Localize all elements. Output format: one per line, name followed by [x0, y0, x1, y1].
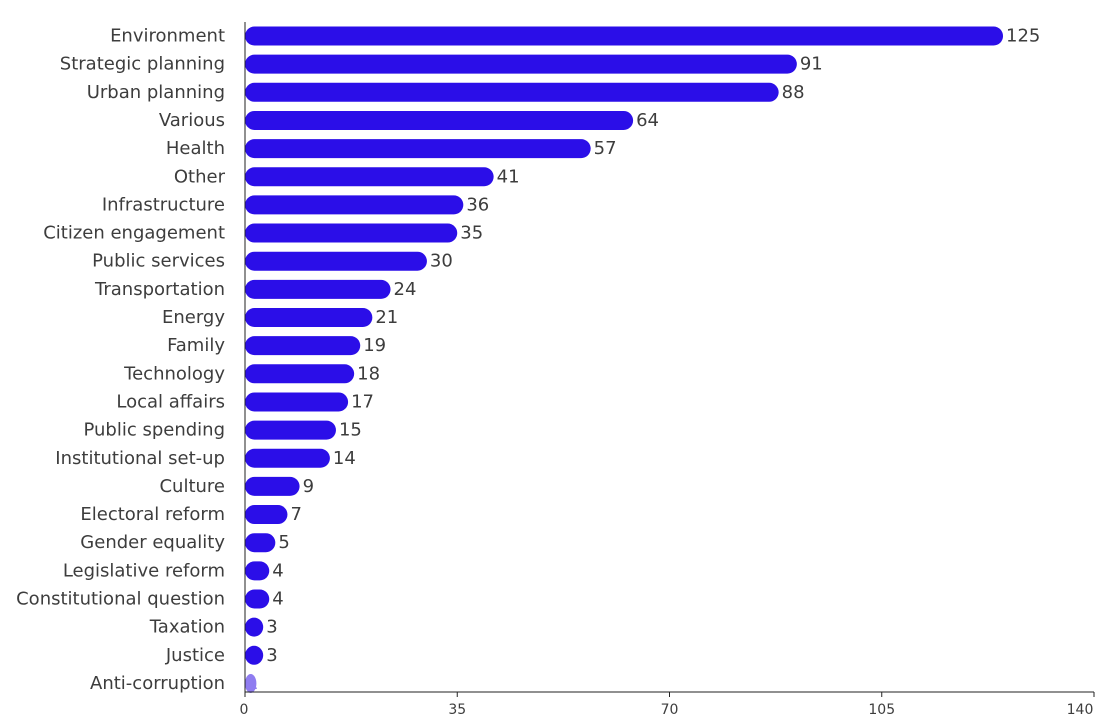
value-label: 18	[357, 363, 380, 384]
value-label: 125	[1006, 26, 1040, 47]
category-label: Public spending	[83, 420, 225, 441]
value-label: 14	[333, 448, 356, 469]
bar-gender-equality	[245, 533, 276, 553]
x-tick-label: 140	[1067, 702, 1094, 718]
value-label: 5	[278, 532, 289, 553]
value-label: 91	[800, 54, 823, 75]
category-label: Strategic planning	[60, 54, 225, 75]
value-label: 17	[351, 391, 374, 412]
bar-citizen-engagement	[245, 223, 458, 243]
category-label: Constitutional question	[16, 589, 225, 610]
category-label: Other	[174, 166, 226, 187]
value-label: 24	[394, 279, 417, 300]
category-label: Environment	[110, 26, 225, 47]
bar-institutional-set-up	[245, 448, 330, 468]
category-label: Health	[166, 138, 225, 159]
bar-justice	[245, 645, 264, 665]
x-tick-label: 0	[240, 702, 249, 718]
category-label: Culture	[159, 476, 225, 497]
category-label: Gender equality	[80, 532, 225, 553]
bar-legislative-reform	[245, 561, 270, 581]
bar-other	[245, 167, 494, 187]
category-label: Legislative reform	[63, 560, 225, 581]
value-label: 9	[303, 476, 314, 497]
bar-environment	[245, 26, 1004, 46]
bar-family	[245, 336, 361, 356]
category-label: Various	[159, 110, 225, 131]
x-tick-label: 70	[661, 702, 679, 718]
category-label: Technology	[123, 363, 225, 384]
bar-various	[245, 110, 634, 130]
bar-strategic-planning	[245, 54, 797, 74]
value-label: 57	[594, 138, 617, 159]
bar-local-affairs	[245, 392, 349, 412]
bar-technology	[245, 364, 355, 384]
category-labels-group: Environment Strategic planning Urban plann…	[16, 26, 225, 694]
bar-anti-corruption	[245, 673, 257, 693]
category-label: Citizen engagement	[43, 223, 225, 244]
bars-group	[245, 26, 1004, 693]
value-label: 3	[266, 645, 277, 666]
category-label: Institutional set-up	[55, 448, 225, 469]
bar-public-services	[245, 251, 427, 271]
category-label: Taxation	[149, 617, 225, 638]
value-label: 35	[460, 223, 483, 244]
category-label: Anti-corruption	[90, 673, 225, 694]
bar-urban-planning	[245, 82, 779, 102]
bar-culture	[245, 476, 300, 496]
category-label: Energy	[162, 307, 225, 328]
value-label: 15	[339, 420, 362, 441]
category-label: Transportation	[94, 279, 225, 300]
value-labels-group: 125 91 88 64 57 41 36 35 30 24 21 19 18 17 15 14 975 4 4 3 3…	[247, 26, 1040, 694]
bar-public-spending	[245, 420, 336, 440]
x-ticks-group: 0 35 70 105 140	[240, 692, 1095, 718]
category-label: Family	[167, 335, 225, 356]
value-label: 41	[497, 166, 520, 187]
value-label: 30	[430, 251, 453, 272]
value-label: 88	[782, 82, 805, 103]
value-label: 1	[247, 673, 258, 694]
bar-electoral-reform	[245, 505, 288, 525]
bar-constitutional-question	[245, 589, 270, 609]
bar-transportation	[245, 279, 391, 299]
value-label: 4	[272, 589, 283, 610]
category-label: Local affairs	[116, 391, 225, 412]
value-label: 36	[466, 194, 489, 215]
category-label: Electoral reform	[80, 504, 225, 525]
value-label: 64	[636, 110, 659, 131]
category-label: Urban planning	[87, 82, 225, 103]
bar-infrastructure	[245, 195, 464, 215]
bar-energy	[245, 308, 373, 327]
bar-taxation	[245, 617, 264, 637]
value-label: 7	[290, 504, 301, 525]
bar-health	[245, 139, 591, 159]
value-label: 21	[375, 307, 398, 328]
category-label: Infrastructure	[102, 194, 225, 215]
value-label: 3	[266, 617, 277, 638]
value-label: 19	[363, 335, 386, 356]
x-tick-label: 35	[448, 702, 466, 718]
value-label: 4	[272, 560, 283, 581]
category-label: Public services	[92, 251, 225, 272]
x-tick-label: 105	[868, 702, 895, 718]
category-label: Justice	[165, 645, 225, 666]
